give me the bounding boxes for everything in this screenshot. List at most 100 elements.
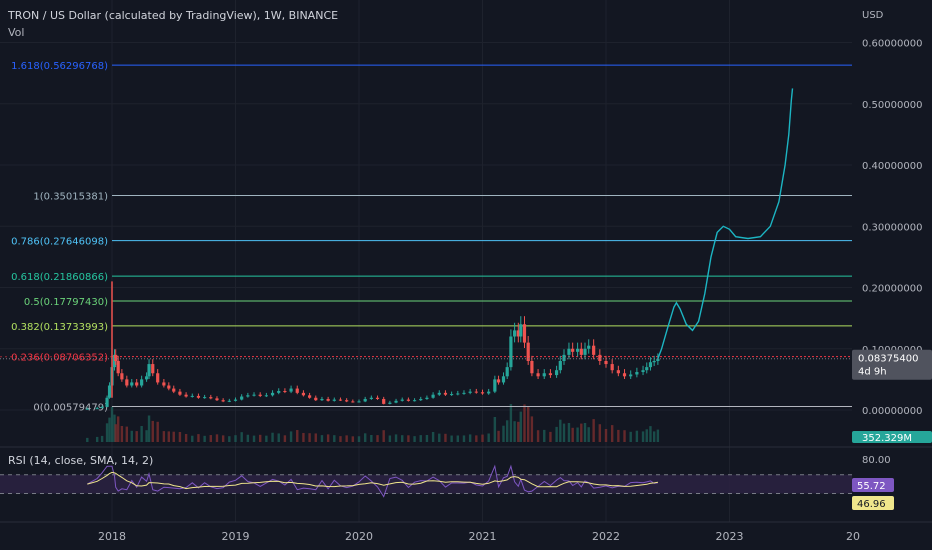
volume-bar: [487, 433, 490, 442]
candle-body: [308, 395, 312, 398]
volume-bar: [252, 435, 256, 442]
candle-body: [400, 399, 404, 401]
candle-body: [162, 382, 166, 386]
volume-bar: [562, 423, 566, 442]
volume-bar: [234, 435, 237, 442]
volume-bar: [296, 430, 299, 442]
candle-body: [562, 354, 566, 361]
volume-bar: [283, 435, 287, 442]
candle-body: [369, 397, 373, 399]
candle-body: [277, 391, 281, 393]
candle-body: [314, 397, 318, 401]
candle-body: [575, 348, 580, 352]
volume-bar: [523, 404, 526, 442]
volume-bar: [598, 424, 602, 442]
volume-bar: [462, 435, 466, 442]
candle-body: [604, 361, 608, 365]
candle-body: [301, 392, 306, 396]
volume-bar: [277, 433, 280, 442]
candle-body: [622, 373, 627, 377]
candle-body: [375, 397, 380, 399]
volume-bar: [388, 435, 392, 442]
candle-body: [151, 364, 155, 374]
fib-level-label: 0.382(0.13733993): [11, 322, 108, 333]
price-tag: [852, 349, 932, 380]
current-price-value: 0.08375400: [858, 354, 918, 365]
candle-body: [406, 399, 410, 401]
candle-body: [252, 394, 256, 396]
y-tick-label: 0.00000000: [862, 406, 922, 417]
y-tick-label: 0.60000000: [862, 39, 922, 50]
volume-bar: [610, 425, 614, 442]
candle-body: [233, 399, 238, 401]
volume-bar: [506, 420, 509, 442]
volume-bar: [240, 432, 243, 442]
volume-bar: [425, 435, 429, 442]
candle-body: [648, 362, 653, 368]
volume-bar: [105, 423, 109, 442]
candle-body: [487, 391, 491, 394]
volume-bar: [583, 423, 587, 442]
y-tick-label: 0.30000000: [862, 222, 922, 233]
candle-body: [443, 392, 448, 395]
candle-body: [509, 336, 513, 368]
volume-bar: [656, 429, 660, 442]
candle-body: [656, 358, 660, 361]
candle-body: [190, 395, 194, 397]
volume-bar: [450, 435, 453, 442]
volume-bar: [576, 427, 579, 442]
volume-bar: [635, 430, 639, 442]
candle-body: [394, 400, 398, 403]
volume-bar: [351, 436, 355, 442]
volume-bar: [145, 430, 148, 442]
volume-bar: [314, 433, 317, 442]
volume-bar: [308, 433, 311, 442]
volume-bar: [419, 435, 422, 442]
vol-label: Vol: [8, 26, 24, 39]
fib-level-label: 0.786(0.27646098): [11, 237, 108, 248]
candle-body: [246, 395, 250, 397]
candle-body: [450, 394, 454, 396]
volume-bar: [571, 427, 574, 442]
volume-bar: [513, 421, 516, 442]
volume-bar: [140, 426, 143, 442]
candle-body: [203, 397, 207, 399]
volume-bar: [271, 432, 274, 442]
volume-value: 352.329M: [862, 433, 912, 444]
candle-body: [270, 392, 275, 396]
candle-body: [571, 348, 575, 352]
candle-body: [120, 373, 124, 380]
candle-body: [641, 370, 645, 373]
volume-bar: [228, 436, 231, 442]
volume-bar: [197, 434, 200, 442]
candle-body: [579, 348, 583, 355]
candle-body: [468, 391, 472, 393]
volume-bar: [125, 426, 129, 442]
candle-body: [652, 361, 656, 363]
candle-body: [519, 324, 523, 337]
rsi-value: 55.72: [857, 481, 886, 492]
candle-body: [283, 391, 287, 393]
volume-bar: [559, 419, 562, 442]
volume-bar: [209, 435, 212, 442]
volume-bar: [652, 431, 656, 442]
volume-bar: [481, 434, 484, 442]
candle-body: [496, 379, 501, 383]
volume-bar: [246, 434, 250, 442]
candle-body: [522, 324, 527, 343]
volume-bar: [110, 406, 114, 442]
volume-bar: [345, 435, 348, 442]
volume-bar: [530, 416, 534, 442]
candle-body: [382, 398, 386, 404]
fib-level-label: 0.236(0.08706352): [11, 353, 108, 364]
candle-body: [567, 348, 571, 355]
candle-body: [629, 374, 633, 377]
y-tick-label: 0.50000000: [862, 100, 922, 111]
volume-bar: [517, 421, 520, 442]
x-tick-label: 2018: [98, 530, 126, 543]
volume-bar: [493, 417, 497, 442]
candle-body: [147, 364, 151, 377]
candle-body: [592, 345, 596, 355]
x-tick-label: 2021: [469, 530, 497, 543]
